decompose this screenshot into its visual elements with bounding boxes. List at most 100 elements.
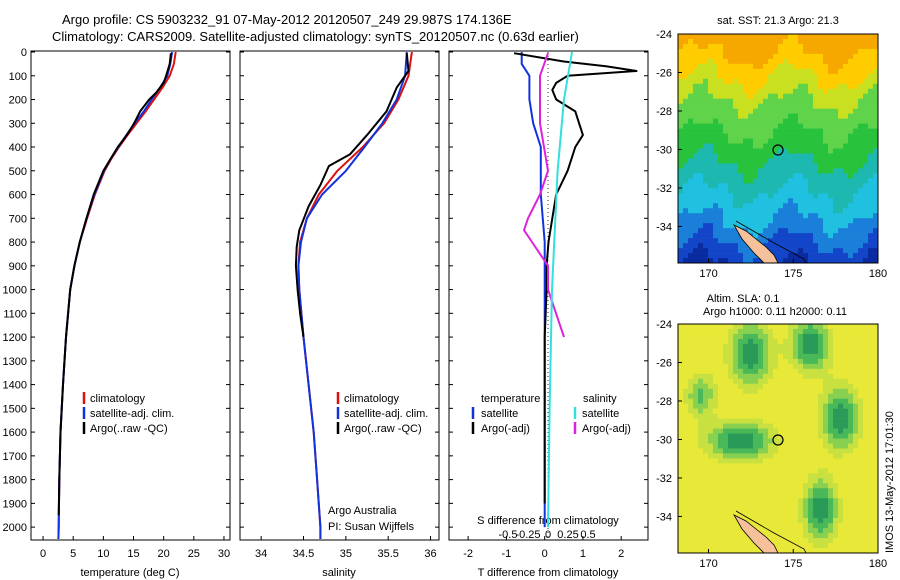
map-cell	[728, 324, 734, 330]
map-cell	[843, 453, 849, 459]
map-cell	[783, 488, 789, 494]
map-cell	[818, 543, 824, 549]
map-cell	[723, 98, 729, 104]
map-cell	[853, 48, 859, 55]
map-cell	[763, 398, 769, 404]
map-cell	[798, 508, 804, 514]
map-cell	[678, 513, 684, 519]
map-cell	[848, 498, 854, 504]
map-cell	[688, 333, 694, 340]
map-cell	[753, 88, 759, 95]
map-cell	[688, 93, 694, 100]
map-cell	[813, 53, 819, 60]
map-cell	[798, 408, 804, 414]
depth-tick-label: 400	[9, 142, 27, 154]
map-cell	[753, 373, 759, 380]
map-cell	[693, 473, 699, 479]
map-cell	[818, 113, 824, 119]
map-cell	[788, 63, 794, 70]
map-cell	[803, 138, 809, 144]
map-cell	[828, 38, 834, 45]
map-cell	[768, 538, 774, 544]
map-cell	[823, 373, 829, 380]
map-cell	[798, 403, 804, 409]
map-cell	[793, 103, 799, 109]
map-cell	[718, 138, 724, 144]
map-cell	[688, 258, 694, 264]
map-cell	[698, 358, 704, 365]
map-cell	[693, 388, 699, 394]
map-cell	[828, 403, 834, 409]
map-cell	[813, 143, 819, 149]
map-cell	[723, 333, 729, 340]
map-cell	[833, 148, 839, 154]
map-cell	[853, 413, 859, 419]
map-cell	[718, 378, 724, 385]
map-cell	[863, 73, 869, 80]
map-cell	[863, 498, 869, 504]
map-cell	[778, 138, 784, 144]
map-cell	[833, 233, 839, 239]
map-cell	[693, 528, 699, 534]
map-cell	[703, 118, 709, 124]
map-cell	[863, 438, 869, 444]
map-cell	[843, 63, 849, 70]
map-cell	[823, 523, 829, 529]
map-cell	[843, 353, 849, 360]
map-cell	[813, 403, 819, 409]
map-cell	[803, 338, 809, 345]
map-cell	[778, 218, 784, 224]
map-cell	[858, 418, 864, 424]
map-cell	[828, 338, 834, 345]
map-cell	[798, 423, 804, 429]
map-cell	[723, 133, 729, 139]
map-cell	[773, 193, 779, 199]
map-cell	[743, 328, 749, 335]
map-cell	[838, 198, 844, 204]
map-cell	[873, 378, 879, 385]
map-cell	[808, 188, 814, 194]
map-cell	[748, 513, 754, 519]
map-cell	[873, 388, 879, 394]
map-cell	[838, 458, 844, 464]
map-cell	[873, 193, 879, 199]
map-cell	[738, 443, 744, 449]
map-cell	[703, 468, 709, 474]
map-cell	[748, 253, 754, 259]
map-cell	[698, 338, 704, 345]
map-cell	[873, 138, 879, 144]
map-cell	[693, 183, 699, 189]
map-cell	[778, 423, 784, 429]
map-cell	[828, 518, 834, 524]
map-cell	[713, 488, 719, 494]
map-cell	[723, 363, 729, 370]
map-cell	[763, 518, 769, 524]
map-cell	[743, 363, 749, 370]
map-cell	[818, 328, 824, 335]
map-cell	[738, 173, 744, 179]
map-cell	[738, 413, 744, 419]
map-cell	[838, 203, 844, 209]
map-cell	[748, 198, 754, 204]
map-cell	[693, 138, 699, 144]
map-cell	[683, 418, 689, 424]
depth-tick-label: 1200	[3, 332, 27, 344]
map-cell	[738, 48, 744, 55]
map-cell	[698, 198, 704, 204]
map-cell	[828, 538, 834, 544]
legend-label-argo: Argo(..raw -QC)	[344, 423, 422, 435]
map-cell	[783, 98, 789, 104]
map-cell	[758, 168, 764, 174]
map-cell	[813, 428, 819, 434]
map-cell	[748, 188, 754, 194]
map-cell	[863, 383, 869, 390]
map-cell	[803, 34, 809, 40]
map-cell	[763, 403, 769, 409]
map-cell	[763, 228, 769, 234]
map-cell	[828, 63, 834, 70]
map-cell	[723, 243, 729, 249]
map-cell	[838, 353, 844, 360]
map-cell	[813, 213, 819, 219]
map-cell	[698, 123, 704, 129]
